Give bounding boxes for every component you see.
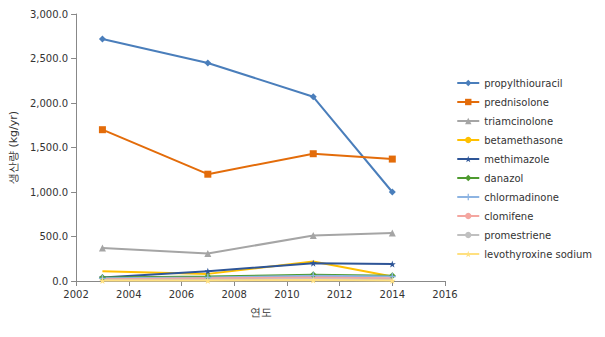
svg-text:2,000.0: 2,000.0: [30, 98, 68, 109]
svg-text:promestriene: promestriene: [484, 230, 551, 241]
svg-text:2008: 2008: [221, 289, 246, 300]
svg-text:propylthiouracil: propylthiouracil: [484, 78, 562, 89]
svg-text:chlormadinone: chlormadinone: [484, 192, 559, 203]
svg-text:500.0: 500.0: [39, 231, 68, 242]
svg-text:2010: 2010: [274, 289, 299, 300]
svg-text:2016: 2016: [432, 289, 457, 300]
svg-text:2002: 2002: [63, 289, 88, 300]
svg-text:2012: 2012: [327, 289, 352, 300]
svg-text:2006: 2006: [169, 289, 194, 300]
svg-text:1,500.0: 1,500.0: [30, 142, 68, 153]
svg-text:betamethasone: betamethasone: [484, 135, 563, 146]
svg-text:methimazole: methimazole: [484, 154, 549, 165]
svg-text:danazol: danazol: [484, 173, 523, 184]
svg-text:clomifene: clomifene: [484, 211, 533, 222]
svg-text:연도: 연도: [250, 306, 272, 319]
svg-text:triamcinolone: triamcinolone: [484, 116, 553, 127]
svg-text:생산량 (kg/yr): 생산량 (kg/yr): [7, 111, 20, 184]
svg-text:3,000.0: 3,000.0: [30, 9, 68, 20]
svg-text:2014: 2014: [380, 289, 405, 300]
svg-text:levothyroxine sodium: levothyroxine sodium: [484, 249, 592, 260]
svg-text:2,500.0: 2,500.0: [30, 53, 68, 64]
svg-text:1,000.0: 1,000.0: [30, 187, 68, 198]
svg-text:prednisolone: prednisolone: [484, 97, 549, 108]
svg-text:2004: 2004: [116, 289, 141, 300]
svg-text:0.0: 0.0: [52, 276, 68, 287]
